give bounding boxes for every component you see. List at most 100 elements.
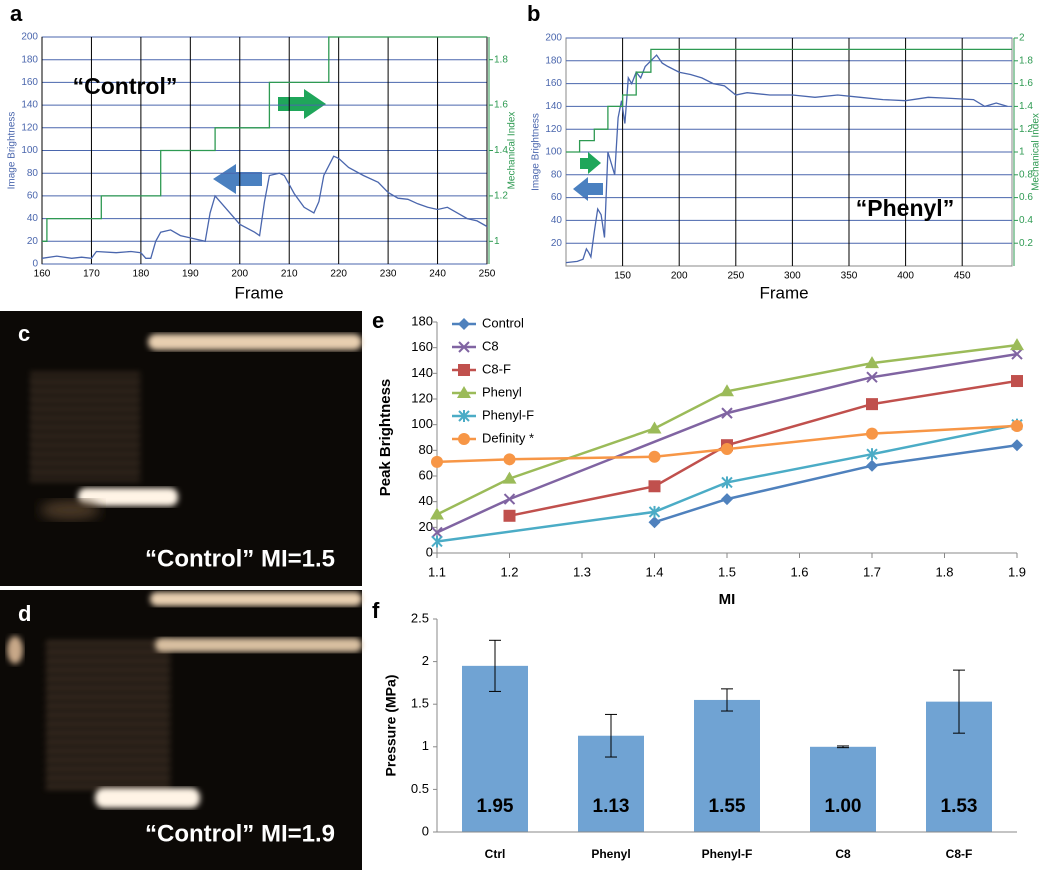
marker [648,450,661,463]
y2-tick-label: 1.8 [1019,55,1033,66]
arrow [213,164,262,194]
x-tick-label: 450 [954,271,971,282]
y2-tick-label: 1.2 [494,191,508,202]
marker [458,433,470,445]
value-label: 1.53 [941,796,978,817]
x-tick-label: 1.5 [718,564,736,579]
error-bar [605,713,617,758]
marker [430,507,444,520]
y-tick-label: 0 [426,544,433,559]
arrow [580,152,601,174]
legend-item: Control [452,315,524,330]
error-bar [837,745,849,749]
x-tick-label: 1.6 [790,564,808,579]
y-tick-label: 1 [422,738,429,753]
y-tick-label: 100 [411,416,433,431]
y2-tick-label: 0.8 [1019,169,1033,180]
bar [462,665,528,832]
y-tick-label: 0 [32,259,38,270]
x-tick-label: C8 [835,847,851,861]
marker [431,455,443,468]
marker [1011,439,1023,452]
y2-tick-label: 1.4 [1019,101,1033,112]
panel-letter: e [372,308,384,333]
marker [503,453,516,466]
y2-tick-label: 0.4 [1019,215,1033,226]
panel-letter: a [10,1,23,26]
x-tick-label: 230 [380,269,397,280]
marker [721,407,733,419]
x-tick-label: Phenyl-F [702,847,753,861]
line-chart: 0 20 40 60 80 100 120 140 160 180 1.1 1.2 1.3 1.4 1.5 1… [377,313,1026,608]
y2-axis-title: Mechanical Index [507,112,518,190]
x-tick-label: 300 [784,271,801,282]
x-tick-label: 170 [83,269,100,280]
y-tick-label: 1.5 [411,696,429,711]
marker [866,398,878,411]
marker [503,493,516,505]
marker [866,459,878,472]
y2-tick-label: 2 [1019,33,1025,44]
value-label: 1.95 [477,796,514,817]
legend-label: Phenyl [482,384,522,399]
y-tick-label: 80 [551,169,563,180]
x-tick-label: 1.2 [500,564,518,579]
x-tick-label: 200 [231,269,248,280]
y-axis-title: Peak Brightness [377,379,394,497]
marker [502,471,517,484]
marker [503,509,516,522]
y-tick-label: 2 [422,653,429,668]
line-chart: 0 20 40 60 80 100 120 140 160 180 200 160 170 180 190 2… [7,32,518,303]
marker [1011,419,1023,432]
marker [1011,375,1023,388]
x-tick-label: 200 [671,271,688,282]
line-chart: 20 40 60 80 100 120 140 160 180 200 150 200 250 300 35… [531,33,1042,303]
error-bar [953,669,965,734]
x-tick-label: 210 [281,269,298,280]
y-tick-label: 40 [551,215,563,226]
value-label: 1.00 [825,796,862,817]
image-panel-c [0,311,362,586]
marker [458,318,470,330]
x-tick-label: C8-F [946,847,973,861]
x-tick-label: 350 [841,271,858,282]
y-tick-label: 60 [27,191,39,202]
y2-tick-label: 1.6 [494,100,508,111]
y2-tick-label: 1.2 [1019,124,1033,135]
legend-label: Control [482,315,524,330]
error-bar [721,688,733,712]
x-tick-label: Ctrl [485,847,506,861]
marker-stroke [866,371,878,383]
marker [720,384,734,397]
marker-stroke [503,493,516,505]
y-tick-label: 180 [21,54,38,65]
x-tick-label: 1.1 [428,564,446,579]
y2-tick-label: 1.4 [494,145,508,156]
panel-letter: f [372,598,380,623]
x-tick-label: 1.7 [863,564,881,579]
bar [694,699,760,832]
y-tick-label: 60 [419,467,433,482]
series-line [42,36,487,242]
y2-tick-label: 1 [1019,147,1025,158]
y-tick-label: 140 [411,365,433,380]
y-tick-label: 60 [551,192,563,203]
marker [458,364,470,376]
series-line [654,443,1018,524]
x-tick-label: 240 [429,269,446,280]
legend-item: Phenyl-F [452,407,534,422]
marker [458,410,470,422]
y-tick-label: 160 [411,339,433,354]
y-tick-label: 180 [411,313,433,328]
marker [458,341,470,353]
x-tick-label: 1.4 [645,564,663,579]
y-axis-title: Image Brightness [7,112,18,190]
marker-stroke [1011,348,1023,360]
series-line [436,343,1018,516]
x-tick-label: 180 [133,269,150,280]
legend-item: Definity * [452,430,534,445]
y-tick-label: 200 [545,33,562,44]
series-line [566,48,1012,153]
marker [648,480,661,493]
value-label: 1.55 [709,796,746,817]
